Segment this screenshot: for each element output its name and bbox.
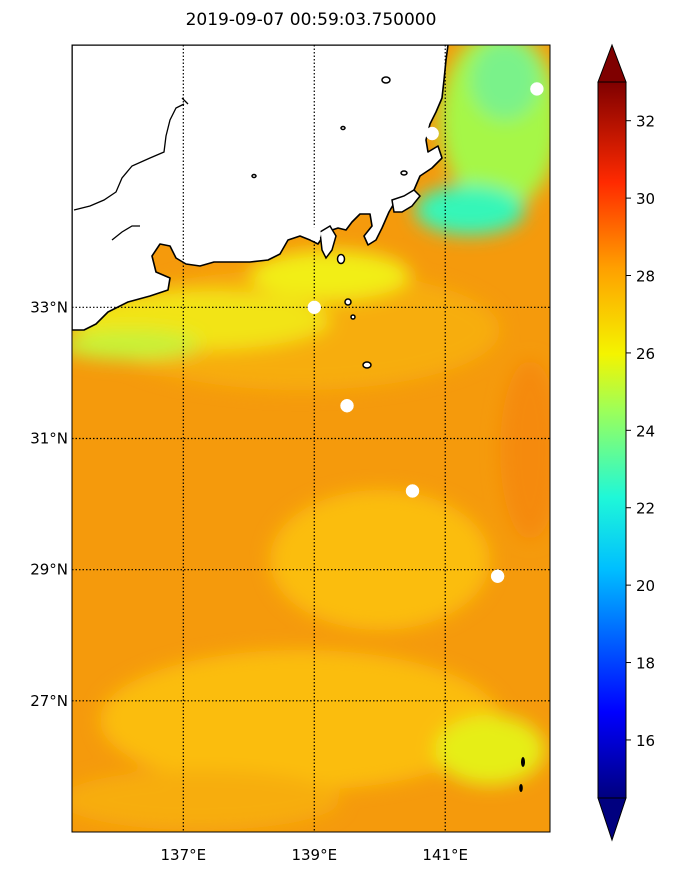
colorbar-tick-label: 16 [636, 732, 655, 750]
ocean-patch [270, 490, 490, 630]
colorbar-extend-bottom [597, 797, 627, 842]
ocean-patch [470, 45, 540, 120]
ocean-patch [435, 715, 545, 785]
colorbar-tick-label: 32 [636, 113, 655, 131]
land-izu-peninsula [319, 224, 337, 260]
ocean-patch [500, 360, 550, 540]
colorbar-tick-label: 24 [636, 422, 655, 440]
colorbar-tick-label: 22 [636, 500, 655, 518]
lon-tick-label: 141°E [422, 846, 468, 864]
lon-tick-label: 137°E [161, 846, 207, 864]
colorbar-extend-top [597, 43, 627, 83]
island [340, 125, 346, 131]
station-marker [530, 82, 544, 96]
station-marker [307, 300, 322, 315]
island [400, 170, 408, 176]
lat-tick-label: 29°N [30, 561, 68, 579]
colorbar-tick-label: 28 [636, 268, 655, 286]
ocean-patch [72, 330, 200, 360]
latitude-labels: 33°N 31°N 29°N 27°N [30, 298, 68, 709]
colorbar-ticks: 16 18 20 22 24 26 28 30 32 [626, 113, 655, 750]
colorbar: 16 18 20 22 24 26 28 30 32 [597, 43, 655, 842]
ocean-patch [250, 250, 410, 300]
islands [251, 76, 408, 369]
sst-field [72, 45, 550, 832]
map-title: 2019-09-07 00:59:03.750000 [185, 10, 437, 30]
longitude-labels: 137°E 139°E 141°E [161, 846, 469, 864]
island [362, 361, 372, 369]
island [336, 253, 346, 265]
island [344, 298, 352, 306]
colorbar-tick-label: 18 [636, 655, 655, 673]
colorbar-tick-label: 30 [636, 190, 655, 208]
ocean-patch [100, 650, 500, 790]
ocean-patch [415, 185, 525, 235]
station-marker [425, 126, 439, 141]
colorbar-tick-label: 26 [636, 345, 655, 363]
island [381, 76, 391, 84]
island [519, 784, 523, 792]
ocean-patch [72, 770, 340, 830]
lat-tick-label: 27°N [30, 692, 68, 710]
lat-tick-label: 33°N [30, 298, 68, 316]
colorbar-tick-label: 20 [636, 577, 655, 595]
island [251, 173, 257, 179]
island [350, 314, 356, 320]
station-markers [307, 82, 544, 583]
ogasawara-islands [519, 757, 525, 792]
station-marker [490, 569, 505, 583]
lon-tick-label: 139°E [291, 846, 337, 864]
map-frame [71, 44, 551, 833]
station-marker [405, 484, 420, 498]
lat-tick-label: 31°N [30, 430, 68, 448]
station-marker [307, 227, 322, 241]
land-honshu [72, 45, 449, 331]
land-boso [391, 189, 422, 213]
island [521, 757, 525, 767]
colorbar-body [597, 81, 627, 799]
station-marker [340, 398, 354, 413]
